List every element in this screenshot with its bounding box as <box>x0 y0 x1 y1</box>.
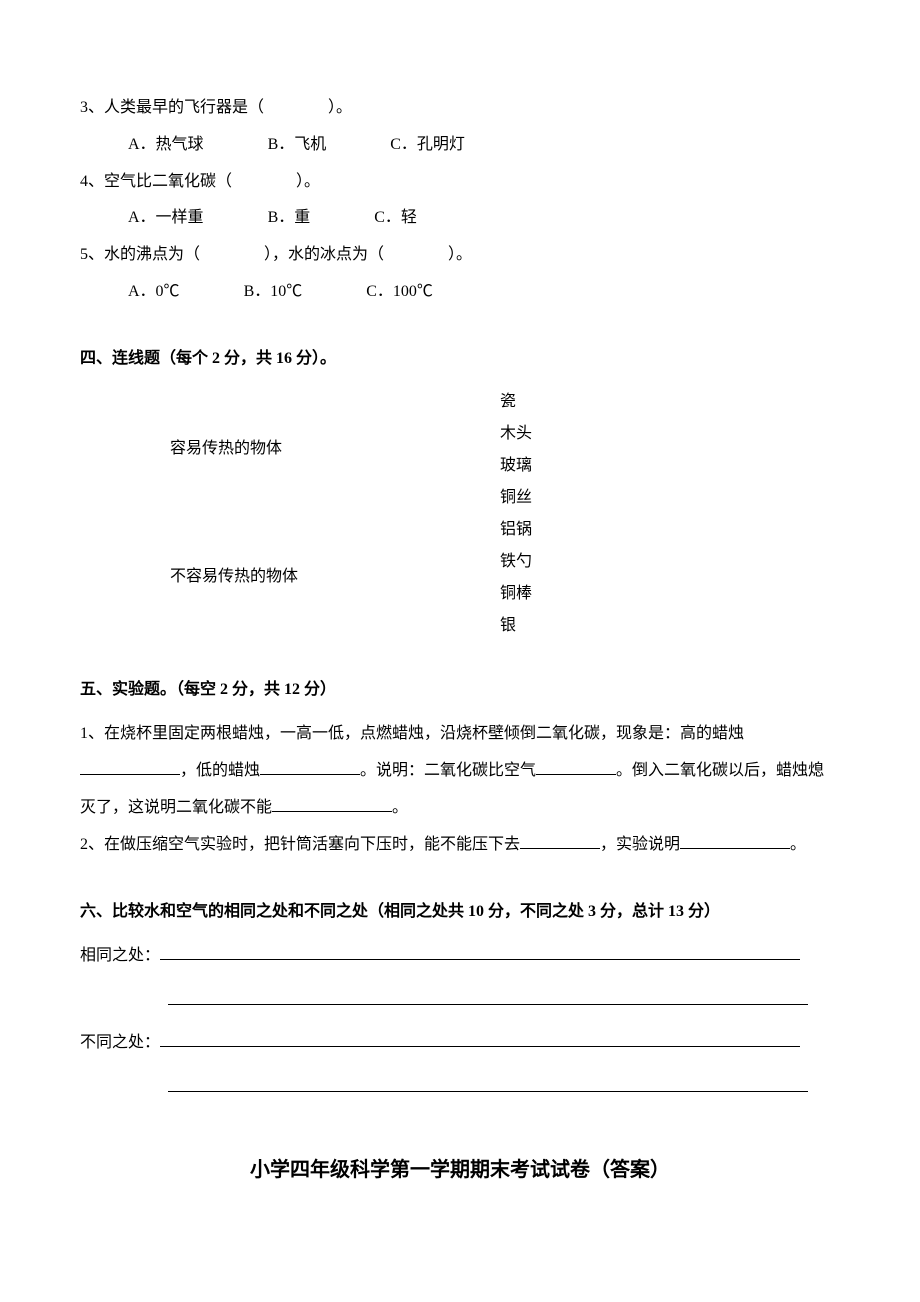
q3-option-c: C．孔明灯 <box>390 127 465 164</box>
s5-q2-p3: 。 <box>790 836 806 853</box>
same-blank-2 <box>168 981 808 1005</box>
s5-q1-p2: ，低的蜡烛 <box>180 762 260 779</box>
matching-left-2: 不容易传热的物体 <box>170 534 500 621</box>
q5-option-a: A．0℃ <box>128 274 180 311</box>
blank-6 <box>680 833 790 849</box>
s5-q2-p1: 2、在做压缩空气实验时，把针筒活塞向下压时，能不能压下去 <box>80 836 520 853</box>
same-line: 相同之处： <box>80 938 840 975</box>
section-5-q2: 2、在做压缩空气实验时，把针筒活塞向下压时，能不能压下去 ，实验说明 。 <box>80 827 840 864</box>
same-label: 相同之处： <box>80 947 160 964</box>
q5-text: 5、水的沸点为（ ），水的冰点为（ ）。 <box>80 246 472 263</box>
q3-option-a: A．热气球 <box>128 127 204 164</box>
blank-5 <box>520 833 600 849</box>
s5-q1-p5: 。 <box>392 799 408 816</box>
blank-3 <box>536 759 616 775</box>
section-4-title: 四、连线题（每个 2 分，共 16 分）。 <box>80 341 840 378</box>
question-3: 3、人类最早的飞行器是（ ）。 <box>80 90 840 127</box>
diff-blank-2-wrap <box>80 1068 840 1092</box>
blank-4 <box>272 796 392 812</box>
q4-option-c: C．轻 <box>374 200 417 237</box>
same-blank-2-wrap <box>80 981 840 1005</box>
matching-left-column: 容易传热的物体 不容易传热的物体 <box>80 386 500 642</box>
matching-right-7: 铜棒 <box>500 578 532 610</box>
s5-q1-p3: 。说明：二氧化碳比空气 <box>360 762 536 779</box>
same-blank-1 <box>160 944 800 960</box>
q4-options: A．一样重 B．重 C．轻 <box>80 200 840 237</box>
matching-right-2: 木头 <box>500 418 532 450</box>
matching-left-1: 容易传热的物体 <box>170 406 500 493</box>
diff-line: 不同之处： <box>80 1025 840 1062</box>
matching-right-6: 铁勺 <box>500 546 532 578</box>
diff-blank-1 <box>160 1031 800 1047</box>
q4-option-a: A．一样重 <box>128 200 204 237</box>
s5-q1-p1: 1、在烧杯里固定两根蜡烛，一高一低，点燃蜡烛，沿烧杯壁倾倒二氧化碳，现象是：高的… <box>80 725 744 742</box>
answer-title: 小学四年级科学第一学期期末考试试卷（答案） <box>80 1147 840 1193</box>
q5-options: A．0℃ B．10℃ C．100℃ <box>80 274 840 311</box>
question-4: 4、空气比二氧化碳（ ）。 <box>80 164 840 201</box>
q5-option-c: C．100℃ <box>366 274 433 311</box>
blank-1 <box>80 759 180 775</box>
matching-right-8: 银 <box>500 610 532 642</box>
matching-right-4: 铜丝 <box>500 482 532 514</box>
blank-2 <box>260 759 360 775</box>
matching-right-3: 玻璃 <box>500 450 532 482</box>
q3-option-b: B．飞机 <box>268 127 327 164</box>
section-6-title: 六、比较水和空气的相同之处和不同之处（相同之处共 10 分，不同之处 3 分，总… <box>80 894 840 931</box>
diff-label: 不同之处： <box>80 1034 160 1051</box>
s5-q2-p2: ，实验说明 <box>600 836 680 853</box>
q3-options: A．热气球 B．飞机 C．孔明灯 <box>80 127 840 164</box>
q4-option-b: B．重 <box>268 200 311 237</box>
q5-option-b: B．10℃ <box>244 274 303 311</box>
question-5: 5、水的沸点为（ ），水的冰点为（ ）。 <box>80 237 840 274</box>
matching-container: 容易传热的物体 不容易传热的物体 瓷 木头 玻璃 铜丝 铝锅 铁勺 铜棒 银 <box>80 386 840 642</box>
diff-blank-2 <box>168 1068 808 1092</box>
q3-text: 3、人类最早的飞行器是（ ）。 <box>80 99 352 116</box>
matching-right-column: 瓷 木头 玻璃 铜丝 铝锅 铁勺 铜棒 银 <box>500 386 532 642</box>
q4-text: 4、空气比二氧化碳（ ）。 <box>80 173 320 190</box>
section-5-q1: 1、在烧杯里固定两根蜡烛，一高一低，点燃蜡烛，沿烧杯壁倾倒二氧化碳，现象是：高的… <box>80 716 840 826</box>
matching-right-5: 铝锅 <box>500 514 532 546</box>
matching-right-1: 瓷 <box>500 386 532 418</box>
section-5-title: 五、实验题。（每空 2 分，共 12 分） <box>80 672 840 709</box>
